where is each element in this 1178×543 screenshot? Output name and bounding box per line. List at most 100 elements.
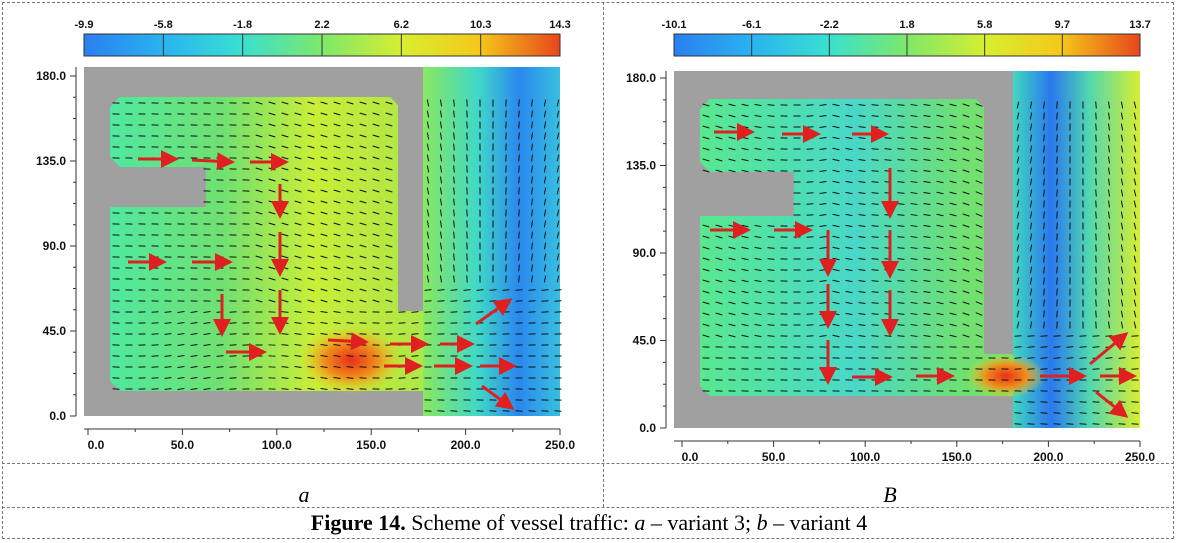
velocity-vector: [871, 203, 879, 205]
velocity-vector: [767, 269, 775, 271]
velocity-vector: [806, 225, 814, 227]
velocity-vector: [715, 268, 723, 272]
velocity-vector: [294, 299, 302, 303]
velocity-vector: [923, 125, 931, 129]
velocity-vector: [346, 112, 354, 116]
velocity-vector: [320, 101, 328, 105]
velocity-vector: [426, 231, 430, 239]
velocity-vector: [1108, 145, 1110, 153]
velocity-vector: [806, 126, 814, 128]
velocity-vector: [754, 290, 762, 294]
velocity-vector: [453, 231, 455, 239]
velocity-vector: [1131, 412, 1139, 414]
velocity-vector: [1029, 156, 1033, 164]
velocity-vector: [910, 126, 918, 128]
velocity-vector: [359, 344, 367, 346]
velocity-vector: [702, 279, 710, 283]
velocity-vector: [164, 366, 172, 368]
velocity-vector: [923, 213, 931, 217]
velocity-vector: [767, 247, 775, 249]
velocity-vector: [1027, 423, 1035, 425]
velocity-vector: [936, 257, 944, 261]
velocity-vector: [754, 114, 762, 118]
velocity-vector: [255, 178, 263, 182]
velocity-vector: [229, 355, 237, 357]
velocity-vector: [910, 247, 918, 249]
velocity-vector: [975, 191, 983, 195]
velocity-vector: [1108, 222, 1110, 230]
velocity-vector: [1108, 255, 1110, 263]
velocity-vector: [858, 126, 866, 128]
velocity-vector: [845, 246, 853, 250]
velocity-vector: [845, 235, 853, 239]
velocity-vector: [359, 277, 367, 281]
velocity-vector: [845, 301, 853, 305]
velocity-vector: [832, 224, 840, 228]
velocity-vector: [949, 202, 957, 206]
velocity-vector: [385, 255, 393, 259]
velocity-vector: [754, 169, 762, 173]
velocity-vector: [439, 143, 443, 151]
velocity-vector: [556, 198, 560, 206]
velocity-vector: [962, 191, 970, 195]
velocity-vector: [385, 200, 393, 204]
velocity-vector: [819, 170, 827, 172]
velocity-vector: [923, 268, 931, 272]
velocity-vector: [268, 101, 276, 105]
velocity-vector: [518, 187, 520, 195]
velocity-vector: [702, 246, 710, 250]
velocity-vector: [871, 181, 879, 183]
velocity-vector: [359, 189, 367, 193]
velocity-vector: [754, 158, 762, 162]
velocity-vector: [385, 244, 393, 248]
velocity-vector: [333, 377, 341, 379]
velocity-vector: [1016, 145, 1020, 153]
velocity-vector: [190, 332, 198, 336]
velocity-vector: [385, 167, 393, 171]
velocity-vector: [216, 344, 224, 346]
velocity-vector: [1095, 222, 1097, 230]
velocity-vector: [1029, 266, 1033, 274]
velocity-vector: [871, 236, 879, 238]
velocity-vector: [845, 180, 853, 184]
velocity-vector: [1095, 288, 1097, 296]
velocity-vector: [1095, 321, 1097, 329]
velocity-vector: [1108, 200, 1110, 208]
velocity-vector: [897, 192, 905, 194]
velocity-vector: [307, 123, 315, 127]
velocity-vector: [910, 148, 918, 150]
velocity-vector: [556, 132, 560, 140]
velocity-vector: [715, 334, 723, 338]
velocity-vector: [294, 311, 302, 313]
velocity-vector: [715, 169, 723, 173]
velocity-vector: [1056, 321, 1058, 329]
velocity-vector: [936, 114, 944, 118]
panel-b: -10.1 -6.1 -2.2 1.8 5.8 9.7 13.7 180.0 135.0 90.…: [606, 4, 1174, 507]
velocity-vector: [307, 376, 315, 380]
velocity-vector: [1016, 101, 1020, 109]
velocity-vector: [1079, 357, 1087, 359]
velocity-vector: [923, 147, 931, 151]
velocity-vector: [871, 170, 879, 172]
velocity-vector: [1043, 178, 1045, 186]
velocity-vector: [453, 264, 455, 272]
velocity-vector: [216, 366, 224, 368]
velocity-vector: [871, 192, 879, 194]
velocity-vector: [1133, 288, 1137, 296]
x-tick-label: 100.0: [262, 438, 292, 452]
velocity-vector: [1133, 134, 1137, 142]
velocity-vector: [255, 134, 263, 138]
velocity-vector: [1120, 255, 1124, 263]
velocity-vector: [962, 213, 970, 217]
velocity-vector: [372, 123, 380, 127]
velocity-vector: [884, 225, 892, 227]
velocity-vector: [439, 187, 443, 195]
velocity-vector: [346, 222, 354, 226]
velocity-vector: [426, 275, 430, 283]
velocity-vector: [962, 224, 970, 228]
velocity-vector: [702, 268, 710, 272]
velocity-vector: [190, 387, 198, 391]
velocity-vector: [1133, 222, 1137, 230]
velocity-vector: [1095, 277, 1097, 285]
velocity-vector: [151, 311, 159, 313]
